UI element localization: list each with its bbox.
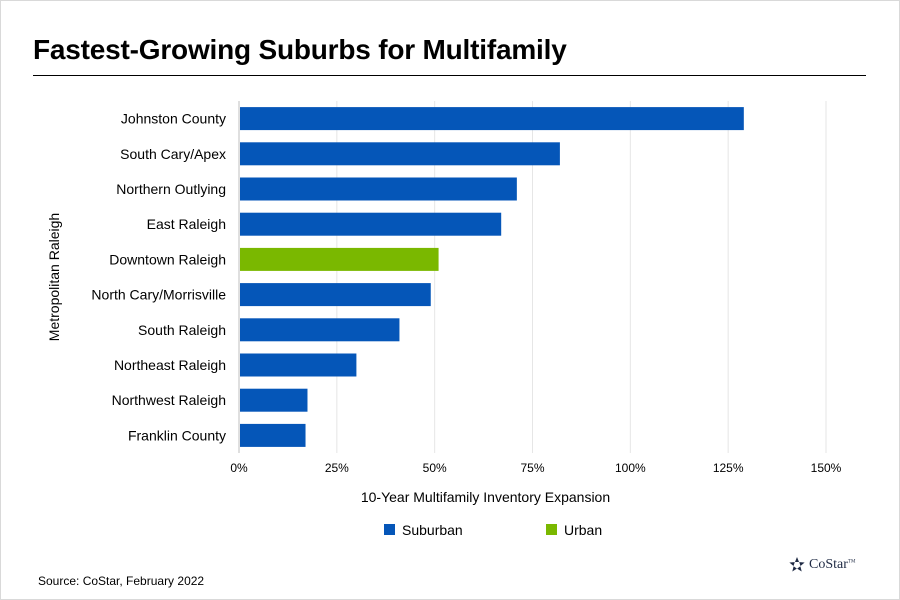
category-label: Franklin County — [128, 427, 226, 443]
x-tick-label: 125% — [713, 461, 744, 475]
bar — [240, 107, 744, 131]
bar — [240, 388, 308, 412]
category-label: South Cary/Apex — [120, 146, 226, 162]
x-tick-label: 50% — [423, 461, 447, 475]
bar — [240, 318, 400, 342]
legend-swatch — [384, 524, 395, 535]
bar — [240, 247, 439, 271]
bar — [240, 177, 517, 201]
x-tick-label: 100% — [615, 461, 646, 475]
category-label: East Raleigh — [147, 216, 226, 232]
y-axis-title: Metropolitan Raleigh — [46, 213, 62, 341]
category-labels: Johnston County South Cary/Apex Northern O… — [91, 111, 226, 444]
costar-logo: CoStarTM — [788, 556, 855, 574]
bar — [240, 283, 431, 307]
bar — [240, 212, 502, 236]
legend-label: Suburban — [402, 522, 463, 538]
costar-star-icon — [789, 557, 805, 572]
x-tick-labels: 0% 25% 50% 75% 100% 125% 150% — [230, 461, 841, 475]
legend: Suburban Urban — [384, 522, 602, 538]
x-tick-label: 75% — [520, 461, 544, 475]
x-tick-label: 25% — [325, 461, 349, 475]
category-label: Johnston County — [121, 111, 226, 127]
category-label: Northeast Raleigh — [114, 357, 226, 373]
category-label: Northwest Raleigh — [112, 392, 226, 408]
page-title: Fastest-Growing Suburbs for Multifamily — [33, 34, 567, 65]
gridlines — [336, 101, 827, 453]
x-tick-label: 0% — [230, 461, 248, 475]
source-note: Source: CoStar, February 2022 — [38, 574, 205, 588]
x-tick-label: 150% — [811, 461, 842, 475]
legend-label: Urban — [564, 522, 602, 538]
x-axis-title: 10-Year Multifamily Inventory Expansion — [361, 489, 610, 505]
category-label: South Raleigh — [138, 322, 226, 338]
bar — [240, 423, 306, 447]
title-divider — [33, 75, 866, 76]
legend-swatch — [546, 524, 557, 535]
bar — [240, 353, 357, 377]
category-label: Northern Outlying — [116, 181, 226, 197]
bar — [240, 142, 560, 166]
logo-wordmark: CoStarTM — [809, 557, 856, 572]
bars — [240, 107, 744, 447]
category-label: Downtown Raleigh — [109, 251, 226, 267]
category-label: North Cary/Morrisville — [91, 287, 226, 303]
